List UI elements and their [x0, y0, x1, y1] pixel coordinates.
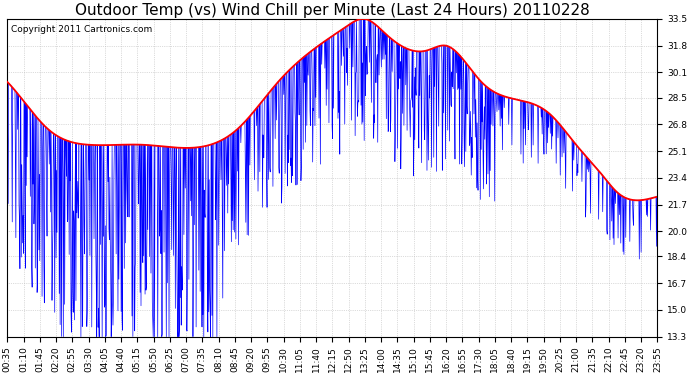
Text: Copyright 2011 Cartronics.com: Copyright 2011 Cartronics.com	[10, 25, 152, 34]
Title: Outdoor Temp (vs) Wind Chill per Minute (Last 24 Hours) 20110228: Outdoor Temp (vs) Wind Chill per Minute …	[75, 3, 590, 18]
